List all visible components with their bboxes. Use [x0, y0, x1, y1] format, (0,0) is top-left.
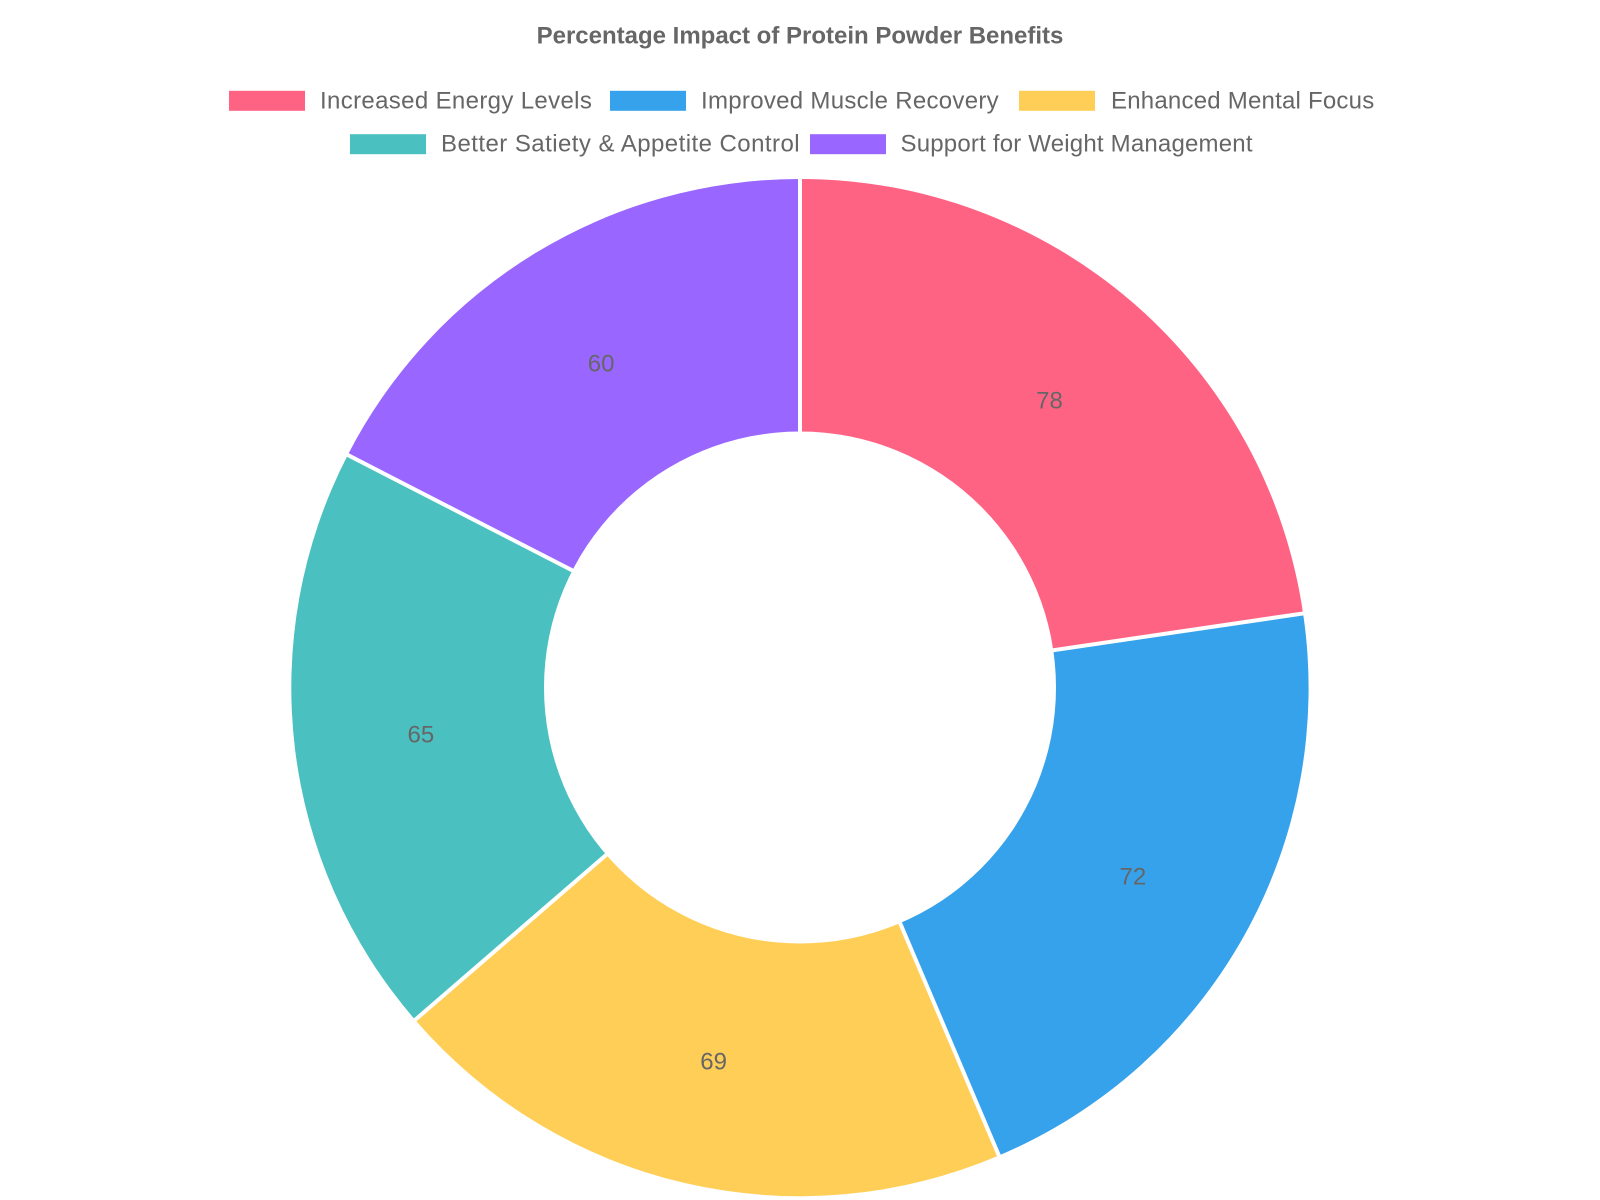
- svg-text:Percentage Impact of Protein P: Percentage Impact of Protein Powder Bene…: [537, 22, 1064, 49]
- svg-text:72: 72: [1120, 863, 1147, 890]
- svg-text:69: 69: [700, 1048, 727, 1075]
- svg-text:Improved Muscle Recovery: Improved Muscle Recovery: [701, 87, 999, 114]
- svg-text:60: 60: [588, 351, 615, 378]
- svg-text:78: 78: [1036, 388, 1063, 415]
- svg-text:Enhanced Mental Focus: Enhanced Mental Focus: [1111, 87, 1374, 114]
- svg-text:Support for Weight Management: Support for Weight Management: [901, 131, 1253, 158]
- svg-text:65: 65: [408, 722, 435, 749]
- svg-text:Increased Energy Levels: Increased Energy Levels: [320, 87, 592, 114]
- svg-text:Better Satiety & Appetite Cont: Better Satiety & Appetite Control: [441, 131, 800, 158]
